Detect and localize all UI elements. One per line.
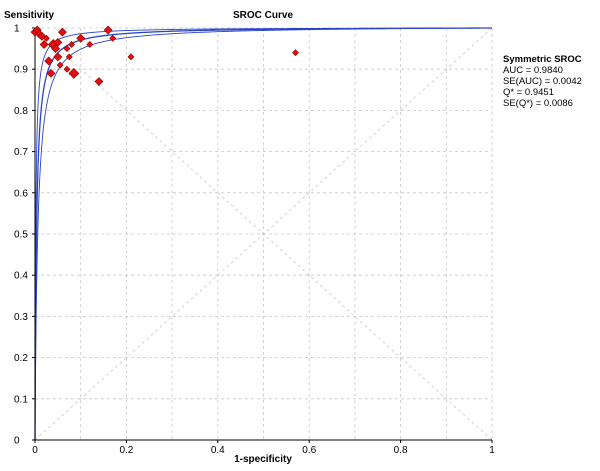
stat-se-auc: SE(AUC) = 0.0042 (503, 76, 582, 87)
x-ticks: 0 0.2 0.4 0.6 0.8 1 (32, 440, 495, 456)
y-tick-label: 0.6 (14, 188, 28, 199)
study-point (56, 61, 64, 69)
study-point (51, 44, 60, 54)
study-point (53, 37, 63, 47)
y-ticks: 0 0.1 0.2 0.3 0.4 0.5 0.6 0.7 0.8 0.9 1 (14, 24, 35, 447)
y-tick-label: 0.2 (14, 353, 28, 364)
stat-auc: AUC = 0.9840 (503, 65, 563, 76)
y-tick-label: 0.7 (14, 147, 28, 158)
x-tick-label: 1 (489, 445, 495, 456)
anti-diagonal-line (34, 27, 493, 441)
y-tick-label: 0.5 (14, 230, 28, 241)
y-tick-label: 0 (14, 436, 20, 447)
study-point (63, 65, 71, 73)
x-axis-label: 1-specificity (234, 454, 292, 465)
curve-sroc (34, 27, 493, 440)
study-point (65, 53, 73, 61)
study-point (46, 68, 56, 78)
x-tick-label: 0 (32, 445, 38, 456)
diagonal-lines (34, 27, 493, 441)
stats-box: Symmetric SROC AUC = 0.9840 SE(AUC) = 0.… (503, 54, 582, 109)
study-point (109, 34, 117, 42)
study-point (43, 34, 50, 42)
y-tick-label: 0.1 (14, 394, 28, 405)
y-tick-label: 1 (14, 24, 20, 35)
y-axis-label: Sensitivity (4, 10, 54, 21)
study-point (44, 56, 54, 66)
curve-upper (34, 27, 492, 440)
y-tick-label: 0.8 (14, 106, 28, 117)
study-points (30, 25, 299, 86)
study-point (94, 77, 104, 86)
y-tick-label: 0.4 (14, 271, 28, 282)
study-point (127, 53, 135, 61)
stat-se-q: SE(Q*) = 0.0086 (503, 98, 573, 109)
study-point (57, 27, 67, 37)
x-tick-label: 0.2 (119, 445, 133, 456)
study-point (68, 41, 75, 48)
stat-q: Q* = 0.9451 (503, 87, 554, 98)
stats-heading: Symmetric SROC (503, 54, 582, 65)
study-point (39, 40, 49, 49)
chart-title: SROC Curve (233, 10, 293, 21)
study-point (292, 49, 299, 57)
x-tick-label: 0.4 (211, 445, 225, 456)
study-point (86, 41, 94, 48)
y-tick-label: 0.3 (14, 312, 28, 323)
study-point (53, 52, 63, 62)
study-point (68, 67, 80, 79)
study-point (103, 25, 113, 35)
study-point (76, 33, 86, 43)
x-tick-label: 0.8 (394, 445, 408, 456)
x-tick-label: 0.6 (302, 445, 316, 456)
y-tick-label: 0.9 (14, 65, 28, 76)
study-point (63, 45, 71, 53)
